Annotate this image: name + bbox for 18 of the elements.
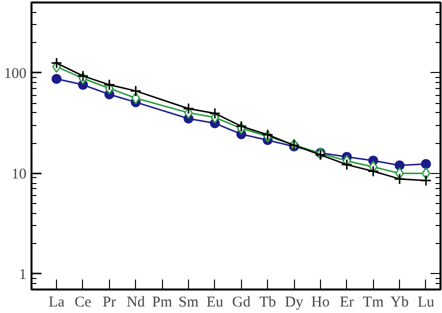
x-tick-label: Sm xyxy=(178,294,199,310)
x-tick-label: Gd xyxy=(232,294,251,310)
x-tick-label: Eu xyxy=(206,294,224,310)
x-tick-label: Dy xyxy=(284,294,304,310)
x-tick-label: Pr xyxy=(102,294,116,310)
x-tick-label: Ho xyxy=(311,294,330,310)
x-tick-label: Lu xyxy=(418,294,435,310)
y-tick-label: 100 xyxy=(4,66,26,82)
x-tick-label: La xyxy=(48,294,65,310)
x-tick-label: Er xyxy=(340,294,354,310)
x-tick-label: Tb xyxy=(259,294,276,310)
y-tick-label: 1 xyxy=(19,266,26,283)
x-tick-label: Tm xyxy=(362,294,384,310)
x-tick-label: Yb xyxy=(390,294,409,310)
x-tick-label: Pm xyxy=(152,294,172,310)
x-tick-label: Ce xyxy=(74,294,92,310)
x-tick-label: Nd xyxy=(126,294,146,310)
y-tick-label: 10 xyxy=(12,166,26,182)
